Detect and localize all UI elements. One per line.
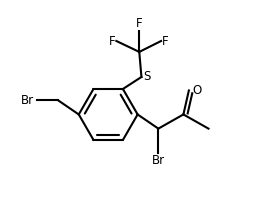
Text: S: S: [143, 70, 151, 83]
Text: F: F: [109, 34, 115, 48]
Text: Br: Br: [152, 154, 165, 167]
Text: F: F: [136, 17, 142, 30]
Text: O: O: [192, 84, 202, 97]
Text: Br: Br: [21, 94, 34, 107]
Text: F: F: [162, 34, 169, 48]
